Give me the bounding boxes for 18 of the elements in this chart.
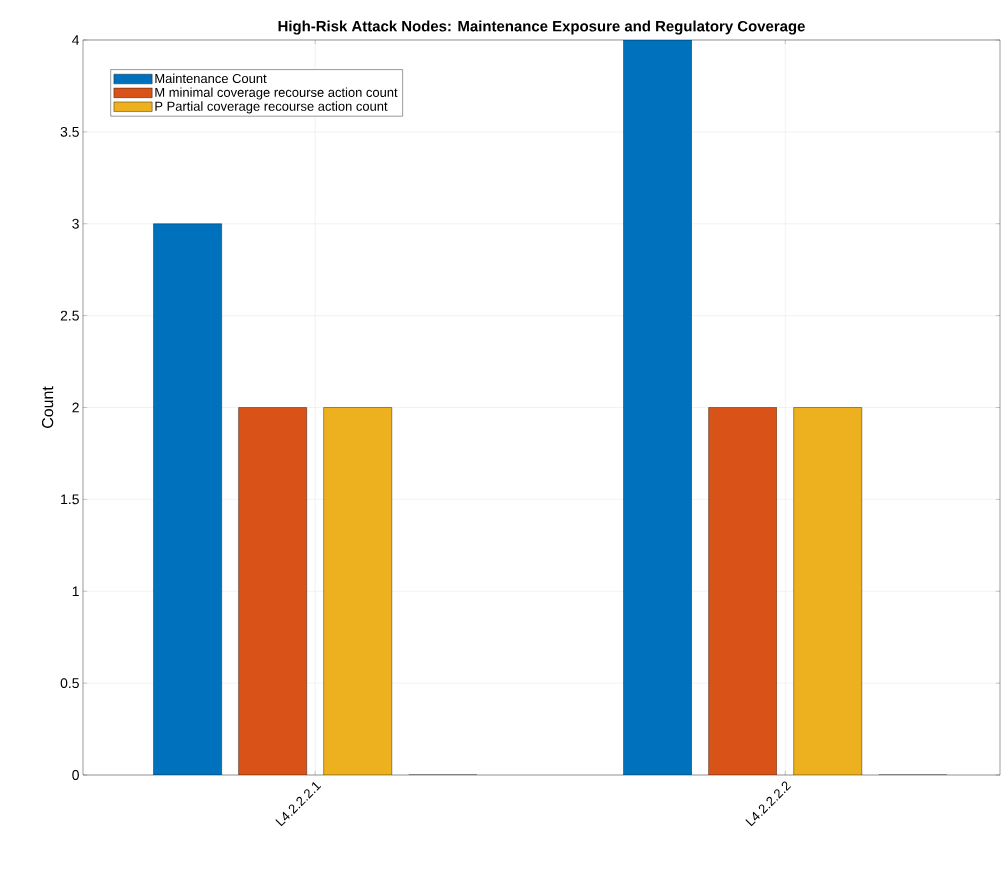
y-tick-label: 0.5 — [60, 678, 79, 689]
bar — [323, 407, 392, 775]
bar — [708, 407, 777, 775]
y-tick-label: 2.5 — [60, 310, 79, 321]
bar — [238, 407, 307, 775]
y-tick-label: 3.5 — [60, 126, 79, 137]
y-axis-title: Count — [41, 386, 54, 428]
y-tick-label: 4 — [72, 35, 80, 45]
y-tick-label: 1.5 — [61, 494, 79, 505]
legend-label: M minimal coverage recourse action count — [155, 87, 398, 100]
y-tick-label: 2 — [72, 402, 79, 413]
bar — [793, 407, 863, 775]
y-tick-label: 1 — [72, 586, 79, 597]
y-tick-label: 0 — [72, 770, 79, 780]
chart-title: High-Risk Attack Nodes: Maintenance Exposure and Regulatory Coverage — [278, 20, 805, 35]
y-tick-label: 3 — [72, 218, 79, 229]
legend-label: P Partial coverage recourse action count — [155, 101, 388, 114]
legend-label: Maintenance Count — [155, 73, 267, 84]
